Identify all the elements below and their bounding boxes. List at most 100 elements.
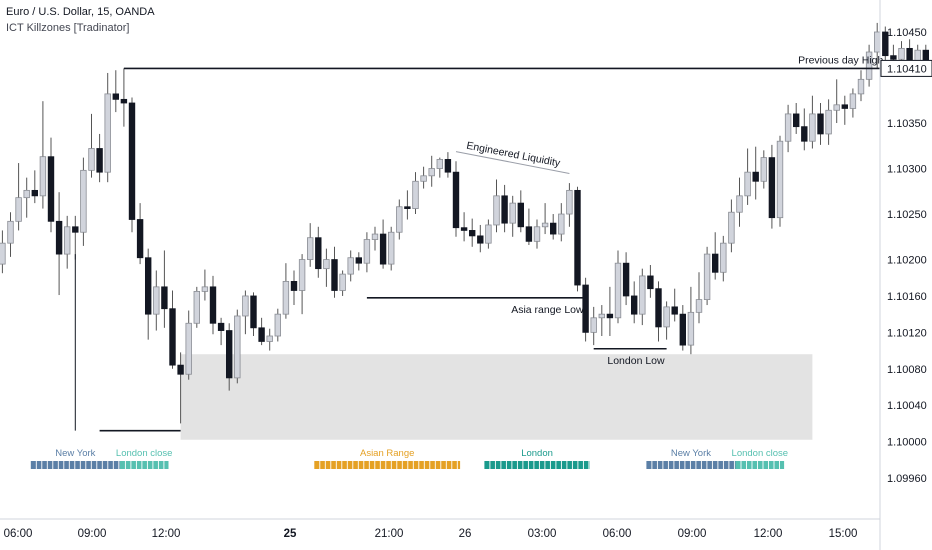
candle[interactable] [225, 330, 233, 379]
candle[interactable] [736, 195, 743, 213]
candle[interactable] [80, 169, 87, 233]
candle[interactable] [282, 280, 290, 315]
candle[interactable] [452, 171, 460, 229]
candle[interactable] [355, 257, 362, 264]
candle[interactable] [104, 93, 111, 173]
candle[interactable] [647, 275, 654, 290]
candle[interactable] [396, 206, 403, 233]
candle[interactable] [339, 273, 346, 291]
liquidity-line[interactable] [455, 151, 570, 174]
candle[interactable] [550, 222, 557, 235]
candle[interactable] [7, 220, 14, 244]
candle[interactable] [639, 275, 646, 315]
candle[interactable] [857, 78, 865, 95]
candle[interactable] [541, 222, 549, 228]
candle[interactable] [444, 159, 452, 173]
candle[interactable] [128, 102, 136, 220]
candle[interactable] [412, 180, 419, 209]
candle[interactable] [15, 197, 22, 222]
candle[interactable] [728, 211, 735, 244]
candle[interactable] [193, 291, 200, 324]
candle[interactable] [882, 31, 889, 57]
candle[interactable] [663, 306, 670, 328]
candle[interactable] [533, 226, 541, 242]
candle[interactable] [622, 262, 630, 297]
candle[interactable] [582, 284, 589, 333]
candle[interactable] [96, 148, 103, 173]
candle[interactable] [315, 237, 322, 270]
candle[interactable] [809, 113, 816, 142]
candle[interactable] [566, 189, 573, 215]
candle[interactable] [379, 233, 387, 265]
candle[interactable] [768, 157, 776, 219]
candle[interactable] [31, 189, 38, 197]
candle[interactable] [752, 171, 759, 182]
candle[interactable] [371, 233, 379, 240]
candle[interactable] [39, 156, 47, 197]
candle[interactable] [590, 317, 597, 333]
candle[interactable] [153, 286, 160, 315]
candle[interactable] [234, 315, 241, 379]
candle[interactable] [525, 226, 533, 242]
candle[interactable] [841, 104, 848, 109]
candle[interactable] [144, 257, 152, 315]
candle[interactable] [242, 295, 249, 317]
candle[interactable] [558, 213, 565, 235]
candle[interactable] [72, 226, 79, 233]
candle[interactable] [720, 242, 727, 273]
candle[interactable] [833, 104, 840, 111]
candle[interactable] [169, 308, 176, 366]
candle[interactable] [712, 253, 719, 273]
candle[interactable] [898, 47, 905, 60]
candle[interactable] [574, 189, 581, 286]
candle[interactable] [760, 157, 767, 182]
candle[interactable] [331, 259, 338, 291]
candle[interactable] [703, 253, 711, 301]
candle[interactable] [817, 113, 824, 135]
candle[interactable] [849, 93, 857, 109]
candle[interactable] [209, 286, 217, 324]
candle[interactable] [501, 195, 508, 224]
candle[interactable] [323, 259, 330, 270]
candle[interactable] [347, 257, 354, 275]
candle[interactable] [598, 313, 605, 319]
candle[interactable] [517, 202, 524, 228]
candle[interactable] [655, 288, 662, 328]
candle[interactable] [23, 189, 30, 199]
candle[interactable] [793, 113, 800, 128]
candle[interactable] [695, 299, 703, 313]
candle[interactable] [606, 313, 614, 319]
candle[interactable] [387, 231, 395, 265]
candle[interactable] [631, 295, 638, 315]
candle[interactable] [744, 171, 751, 197]
candle[interactable] [363, 239, 371, 264]
candle[interactable] [460, 227, 468, 231]
candle[interactable] [436, 159, 443, 169]
candle[interactable] [88, 148, 95, 171]
candle[interactable] [55, 220, 63, 255]
candle[interactable] [47, 156, 55, 222]
candle[interactable] [865, 51, 873, 80]
candle[interactable] [428, 168, 435, 177]
candle[interactable] [468, 230, 476, 237]
candle[interactable] [493, 195, 500, 226]
candle[interactable] [258, 327, 265, 342]
candle[interactable] [161, 286, 168, 310]
candle[interactable] [825, 109, 832, 135]
candle[interactable] [890, 55, 897, 60]
candle[interactable] [509, 202, 516, 224]
candle[interactable] [404, 206, 411, 209]
candle[interactable] [274, 313, 281, 337]
candle[interactable] [120, 98, 128, 104]
candle[interactable] [112, 93, 119, 100]
indicator-label[interactable]: ICT Killzones [Tradinator] [6, 22, 130, 34]
candle[interactable] [0, 242, 6, 265]
candle[interactable] [776, 140, 784, 219]
candle[interactable] [614, 262, 622, 319]
candle[interactable] [687, 311, 695, 346]
candle[interactable] [217, 322, 225, 331]
candle[interactable] [201, 286, 209, 292]
candle[interactable] [136, 219, 144, 259]
candle[interactable] [784, 113, 792, 142]
